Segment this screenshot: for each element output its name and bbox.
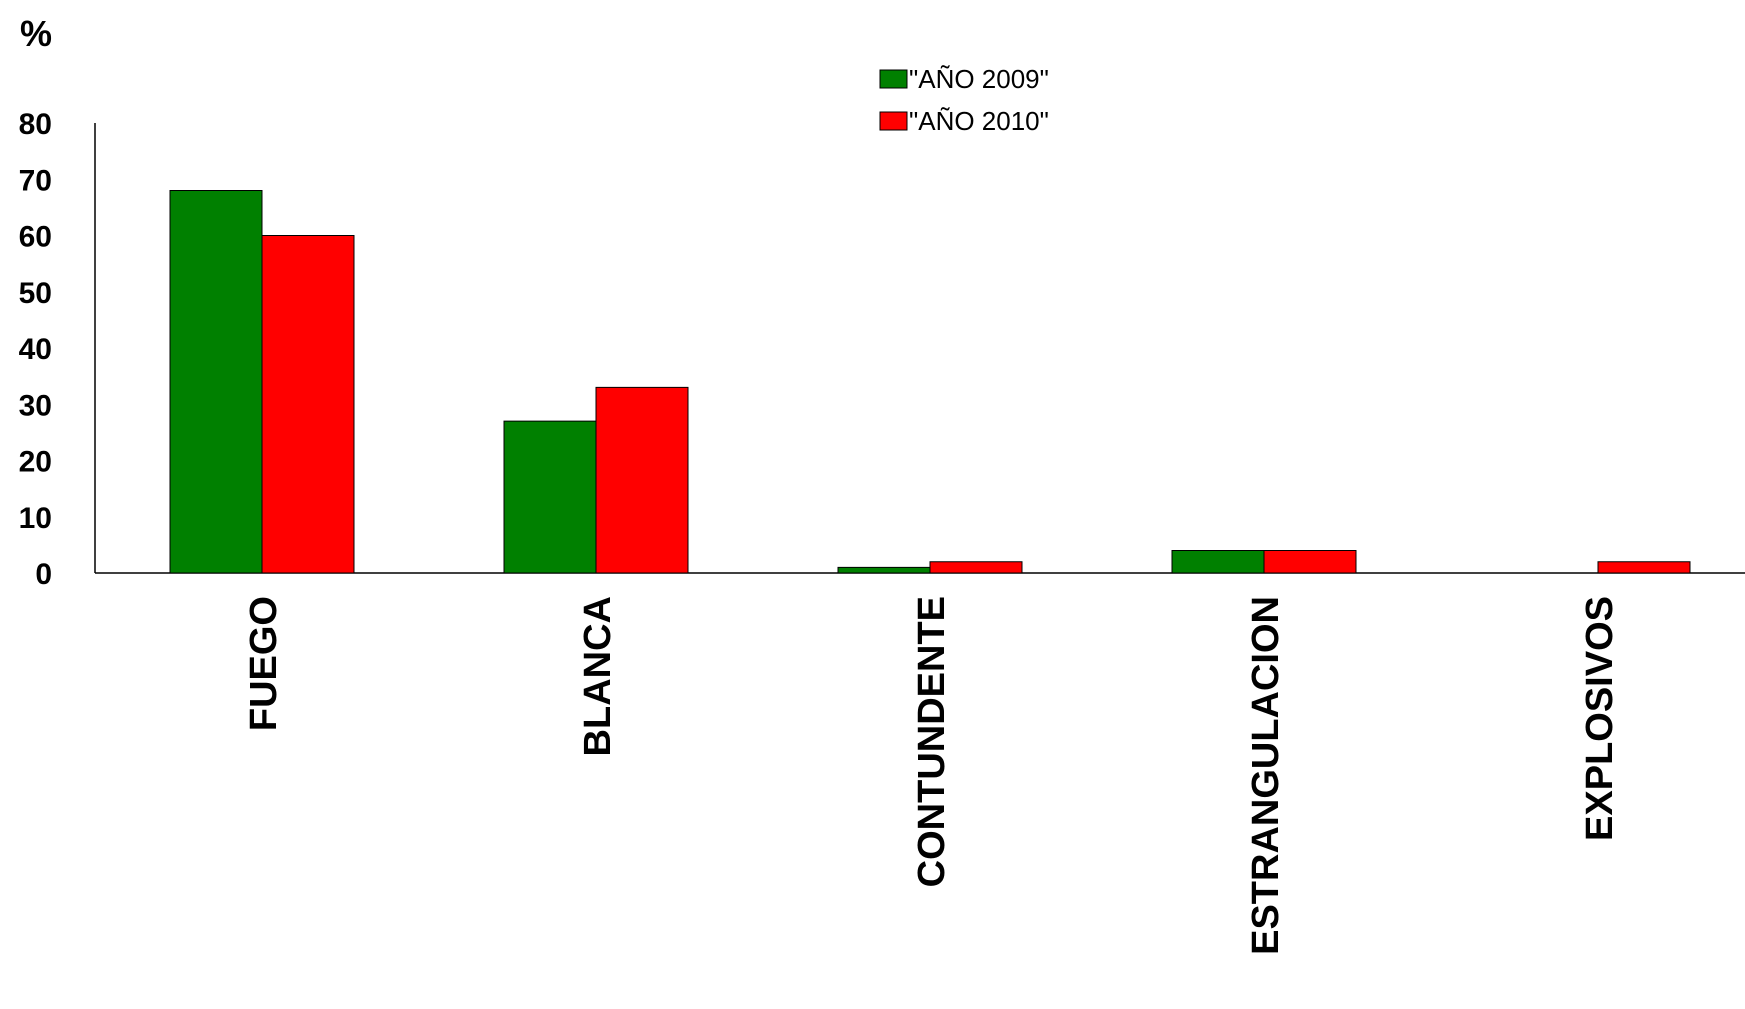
category-label: FUEGO xyxy=(243,596,285,731)
bar-series-1-estrangulacion xyxy=(1171,550,1265,574)
bar-series-2-blanca xyxy=(595,386,689,574)
y-tick-label: 30 xyxy=(19,389,52,422)
legend-swatch xyxy=(879,69,908,89)
y-tick-label: 10 xyxy=(19,502,52,535)
bar-series-1-contundente xyxy=(837,566,931,574)
category-label: EXPLOSIVOS xyxy=(1579,596,1621,841)
bar-series-1-fuego xyxy=(169,190,263,574)
y-tick-label: 80 xyxy=(19,108,52,141)
y-tick-label: 40 xyxy=(19,333,52,366)
y-tick-label: 20 xyxy=(19,446,52,479)
y-tick-labels: 0 10 20 30 40 50 60 70 80 xyxy=(19,108,52,591)
category-label: CONTUNDENTE xyxy=(911,596,953,887)
bar-series-1-blanca xyxy=(503,420,597,574)
y-axis-unit-label: % xyxy=(20,13,52,54)
y-tick-label: 0 xyxy=(35,558,52,591)
y-tick-label: 60 xyxy=(19,221,52,254)
bar-series-2-contundente xyxy=(929,561,1023,574)
legend-swatch xyxy=(879,111,908,131)
bar-series-2-fuego xyxy=(261,235,355,574)
category-label: ESTRANGULACION xyxy=(1245,596,1287,955)
bar-series-2-explosivos xyxy=(1597,561,1691,574)
category-labels: FUEGO BLANCA CONTUNDENTE ESTRANGULACION EXPL… xyxy=(243,596,1621,955)
legend: "AÑO 2009" "AÑO 2010" xyxy=(879,64,1049,136)
category-label: BLANCA xyxy=(577,596,619,756)
legend-label: "AÑO 2009" xyxy=(909,64,1049,94)
bars-group xyxy=(169,190,1691,574)
bar-series-2-estrangulacion xyxy=(1263,550,1357,574)
legend-label: "AÑO 2010" xyxy=(909,106,1049,136)
y-tick-label: 50 xyxy=(19,277,52,310)
y-tick-label: 70 xyxy=(19,164,52,197)
